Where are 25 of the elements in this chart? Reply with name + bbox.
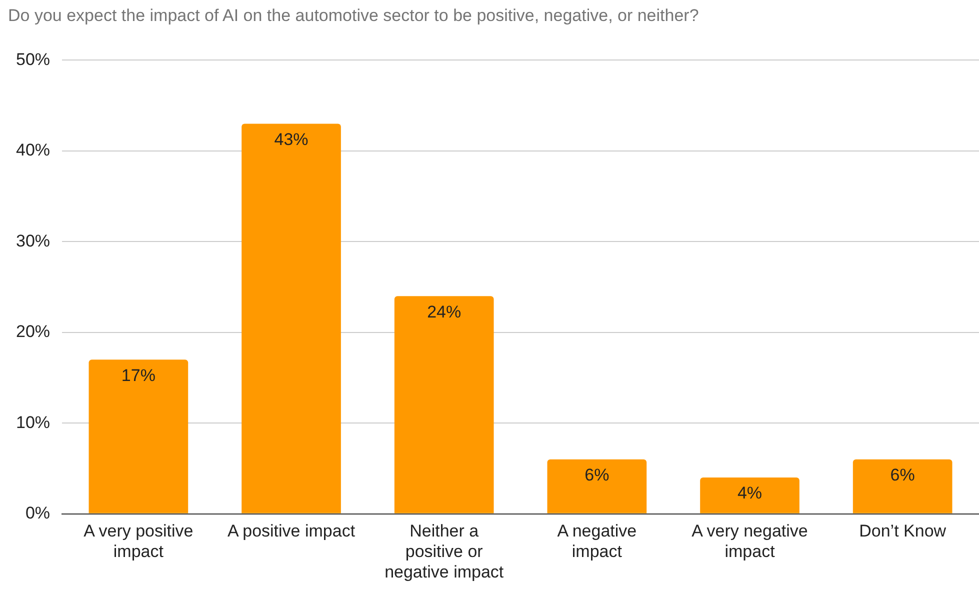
y-tick-label: 50% [16, 50, 50, 69]
bar [852, 459, 952, 514]
y-tick-label: 40% [16, 140, 50, 160]
y-tick-label: 20% [16, 322, 50, 342]
y-tick-label: 10% [16, 412, 50, 432]
data-label: 6% [584, 466, 610, 485]
x-tick-label: Don’t Know [859, 522, 947, 541]
x-tick-label: Neither a positive or negative impact [384, 522, 504, 582]
x-tick-label: A very negative impact [692, 522, 808, 562]
data-label: 17% [121, 366, 156, 385]
bar [394, 296, 494, 514]
y-tick-label: 30% [16, 231, 50, 250]
data-label: 6% [890, 466, 915, 485]
chart-title: Do you expect the impact of AI on the automotive sector to be positive, negative, or neither? [8, 6, 699, 26]
bar [88, 360, 188, 514]
x-tick-label: A positive impact [227, 522, 356, 541]
y-tick-label: 0% [25, 503, 50, 522]
data-label: 4% [737, 484, 762, 503]
x-tick-label: A very positive impact [84, 522, 194, 562]
data-label: 43% [274, 130, 308, 149]
bar [547, 459, 647, 514]
bar [242, 124, 341, 514]
x-tick-label: A negative impact [557, 522, 637, 562]
data-label: 24% [427, 302, 462, 322]
bar [700, 478, 800, 514]
